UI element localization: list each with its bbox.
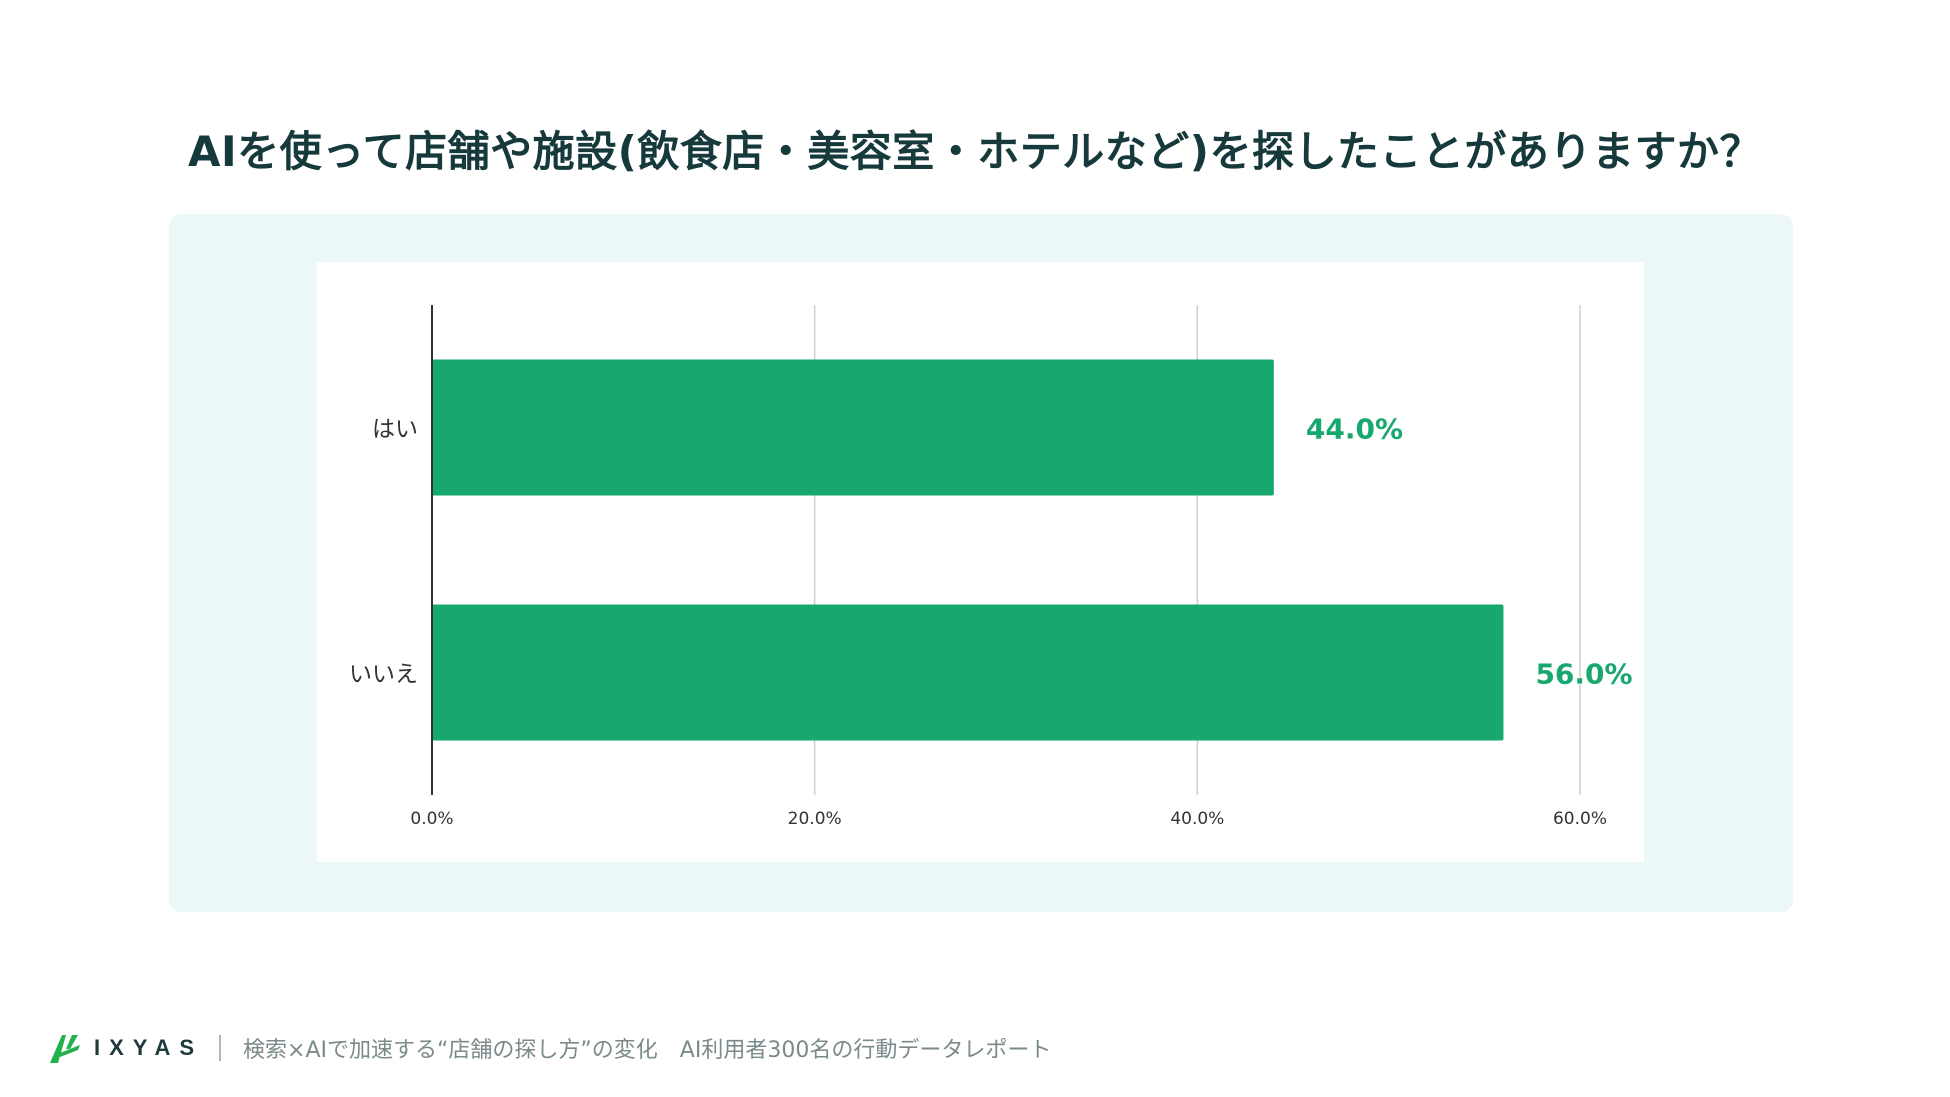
category-label: はい — [372, 417, 418, 443]
data-label: 56.0% — [1535, 658, 1632, 691]
footer-divider — [219, 1035, 222, 1061]
bar — [432, 604, 1504, 741]
x-tick-label: 0.0% — [410, 809, 453, 829]
category-label: いいえ — [349, 662, 418, 688]
x-tick-label: 20.0% — [788, 809, 842, 829]
chart-title: AIを使って店舗や施設(飲食店・美容室・ホテルなど)を探したことがありますか？ — [188, 127, 1762, 176]
footer: IXYAS 検索×AIで加速する“店舗の探し方”の変化 AI利用者300名の行動… — [48, 1028, 1051, 1068]
x-tick-label: 60.0% — [1553, 809, 1607, 829]
report-caption: 検索×AIで加速する“店舗の探し方”の変化 AI利用者300名の行動データレポー… — [243, 1038, 1052, 1063]
ixyas-logo-icon — [50, 1035, 80, 1063]
data-label: 44.0% — [1306, 413, 1403, 446]
brand-name: IXYAS — [94, 1035, 204, 1060]
bar — [432, 359, 1274, 496]
x-tick-label: 40.0% — [1170, 809, 1224, 829]
